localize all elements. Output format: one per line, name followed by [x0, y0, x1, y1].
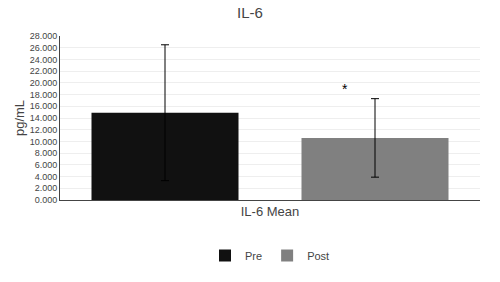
- svg-text:28.000: 28.000: [30, 31, 58, 41]
- svg-text:2.000: 2.000: [35, 183, 58, 193]
- svg-text:14.000: 14.000: [30, 113, 58, 123]
- svg-text:22.000: 22.000: [30, 66, 58, 76]
- svg-text:26.000: 26.000: [30, 43, 58, 53]
- svg-text:*: *: [342, 81, 348, 97]
- svg-text:18.000: 18.000: [30, 90, 58, 100]
- svg-text:0.000: 0.000: [35, 195, 58, 205]
- svg-text:16.000: 16.000: [30, 101, 58, 111]
- svg-text:10.000: 10.000: [30, 137, 58, 147]
- svg-text:8.000: 8.000: [35, 148, 58, 158]
- svg-text:pg/mL: pg/mL: [12, 100, 27, 136]
- svg-text:20.000: 20.000: [30, 78, 58, 88]
- svg-text:IL-6 Mean: IL-6 Mean: [241, 204, 300, 219]
- svg-text:6.000: 6.000: [35, 160, 58, 170]
- svg-text:Pre: Pre: [245, 250, 262, 262]
- svg-text:12.000: 12.000: [30, 125, 58, 135]
- svg-text:IL-6: IL-6: [237, 4, 263, 21]
- svg-text:24.000: 24.000: [30, 55, 58, 65]
- svg-text:Post: Post: [307, 250, 329, 262]
- svg-text:4.000: 4.000: [35, 172, 58, 182]
